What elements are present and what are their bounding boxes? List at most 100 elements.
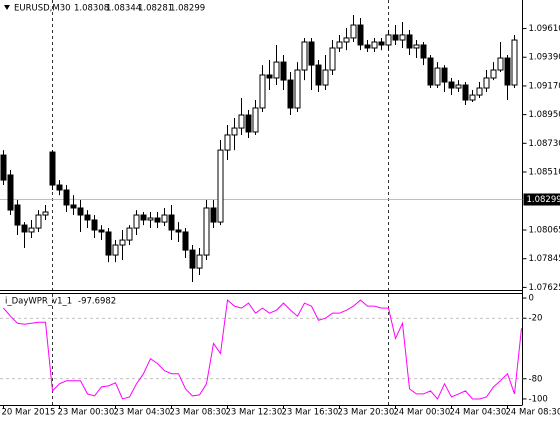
candle-body [71, 205, 76, 208]
candle-body [330, 48, 335, 70]
y-tick-label: 1.09170 [529, 81, 560, 91]
candle-body [85, 215, 90, 220]
indicator-name: i_DayWPR_v1_1 [5, 297, 72, 307]
candle-body [414, 45, 419, 48]
candle-body [267, 75, 272, 78]
x-tick-label: 23 Mar 16:30 [282, 408, 339, 418]
candle-body [309, 42, 314, 65]
header-value: 1.08299 [170, 4, 205, 14]
y-tick-label: 0 [529, 294, 534, 304]
candle-body [442, 68, 447, 82]
candle-body [449, 82, 454, 88]
candle-body [99, 230, 104, 232]
candle-body [141, 215, 146, 220]
candle-body [421, 45, 426, 58]
candle-body [344, 38, 349, 42]
candle-body [302, 42, 307, 70]
candle-body [274, 62, 279, 78]
candle-body [169, 215, 174, 230]
x-tick-label: 24 Mar 00:30 [394, 408, 451, 418]
candle-body [386, 35, 391, 45]
candle-body [15, 205, 20, 225]
candle-body [505, 58, 510, 85]
x-tick-label: 23 Mar 00:30 [58, 408, 115, 418]
candle-body [316, 65, 321, 85]
candle-body [29, 228, 34, 232]
candle-body [78, 208, 83, 215]
candle-body [491, 70, 496, 78]
candle-body [190, 250, 195, 268]
x-tick-label: 23 Mar 04:30 [114, 408, 171, 418]
candle-body [22, 225, 27, 232]
candle-body [512, 40, 517, 85]
header-value: 1.08281 [138, 4, 173, 14]
candle-body [8, 175, 13, 210]
y-tick-label: 1.08510 [529, 167, 560, 177]
x-tick-label: 24 Mar 08:30 [506, 408, 560, 418]
candle-body [106, 232, 111, 255]
candle-body [288, 80, 293, 108]
y-tick-label: 1.08950 [529, 110, 560, 120]
candle-body [456, 85, 461, 88]
candle-body [407, 35, 412, 48]
y-tick-label: 1.09390 [529, 53, 560, 63]
candle-body [358, 25, 363, 45]
candle-body [260, 75, 265, 108]
candle-body [225, 135, 230, 150]
candle-body [162, 215, 167, 222]
candle-body [197, 255, 202, 268]
candle-body [148, 218, 153, 220]
candle-body [92, 220, 97, 230]
candle-body [246, 115, 251, 132]
candle-body [218, 150, 223, 222]
candle-body [204, 208, 209, 255]
candle-body [295, 70, 300, 108]
candle-body [127, 228, 132, 240]
y-tick-label: 1.07625 [529, 283, 560, 293]
header-value: 1.08344 [106, 4, 141, 14]
candle-body [155, 218, 160, 222]
candle-body [239, 115, 244, 128]
candle-body [50, 152, 55, 185]
x-tick-label: 23 Mar 20:30 [338, 408, 395, 418]
candle-body [232, 128, 237, 135]
y-tick-label: 1.07845 [529, 254, 560, 264]
x-tick-label: 23 Mar 12:30 [226, 408, 283, 418]
candle-body [64, 190, 69, 205]
candle-body [57, 185, 62, 190]
x-tick-label: 24 Mar 04:30 [450, 408, 507, 418]
candle-body [470, 95, 475, 100]
y-tick-label: -20 [529, 314, 543, 324]
candle-body [134, 215, 139, 228]
candle-body [498, 58, 503, 70]
candle-body [43, 212, 48, 215]
candle-body [337, 42, 342, 48]
candle-body [281, 62, 286, 80]
current-price-label: 1.08299 [527, 195, 560, 205]
x-tick-label: 23 Mar 08:30 [170, 408, 227, 418]
candle-body [379, 42, 384, 45]
candle-body [183, 232, 188, 250]
candle-body [365, 45, 370, 48]
header-value: 1.08308 [74, 4, 109, 14]
y-tick-label: -80 [529, 374, 543, 384]
candle-body [435, 68, 440, 85]
candle-body [372, 42, 377, 48]
candle-body [113, 245, 118, 255]
candle-body [351, 25, 356, 38]
candle-body [477, 88, 482, 95]
y-tick-label: 1.09610 [529, 24, 560, 34]
x-tick-label: 20 Mar 2015 [2, 408, 56, 418]
y-tick-label: 1.08730 [529, 139, 560, 149]
candle-body [253, 108, 258, 132]
candle-body [393, 35, 398, 40]
candle-body [323, 70, 328, 85]
candle-body [36, 215, 41, 228]
candle-body [400, 35, 405, 40]
candle-body [120, 240, 125, 245]
candle-body [176, 230, 181, 232]
candle-body [1, 155, 6, 180]
candle-body [463, 85, 468, 100]
